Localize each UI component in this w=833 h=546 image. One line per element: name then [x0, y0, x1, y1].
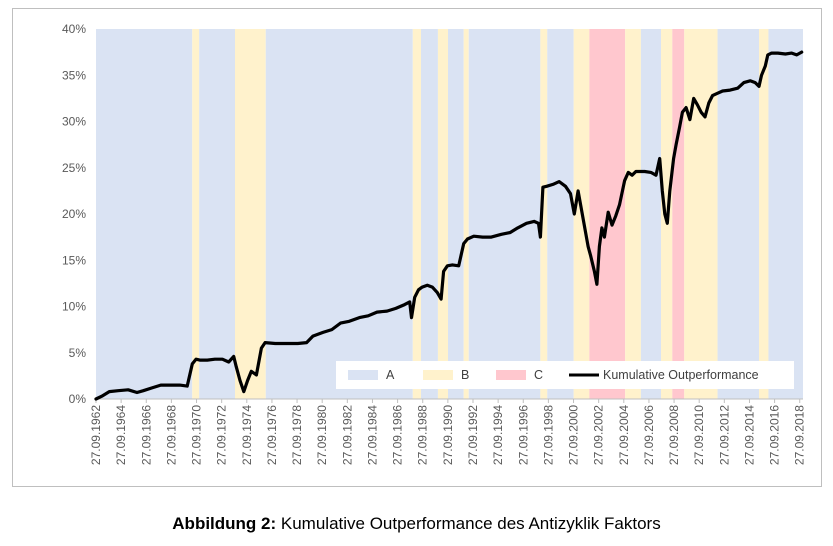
legend-box	[336, 361, 794, 389]
y-tick-label: 5%	[69, 346, 87, 360]
caption-prefix: Abbildung 2:	[172, 514, 277, 533]
legend-label: Kumulative Outperformance	[603, 368, 759, 382]
x-tick-label: 27.09.2014	[742, 405, 756, 465]
cumulative-outperformance-line	[94, 50, 804, 401]
regime-band-a	[468, 29, 541, 399]
regime-band-a	[265, 29, 413, 399]
regime-band-b	[234, 29, 266, 399]
x-tick-label: 27.09.2010	[692, 405, 706, 465]
y-tick-label: 25%	[62, 161, 86, 175]
x-tick-label: 27.09.1972	[215, 405, 229, 465]
regime-band-a	[420, 29, 438, 399]
figure-caption: Abbildung 2: Kumulative Outperformance d…	[0, 514, 833, 534]
x-tick-label: 27.09.1974	[240, 405, 254, 465]
y-tick-label: 10%	[62, 300, 86, 314]
regime-band-b	[684, 29, 718, 399]
regime-band-b	[540, 29, 548, 399]
x-tick-label: 27.09.1962	[89, 405, 103, 465]
regime-bands	[96, 29, 803, 399]
y-tick-label: 15%	[62, 253, 86, 267]
legend-swatch-c	[496, 370, 526, 380]
legend-label: C	[534, 368, 543, 382]
regime-band-b	[192, 29, 200, 399]
y-tick-label: 35%	[62, 68, 86, 82]
x-tick-label: 27.09.1988	[416, 405, 430, 465]
x-tick-label: 27.09.2016	[768, 405, 782, 465]
regime-band-b	[625, 29, 641, 399]
regime-band-a	[640, 29, 661, 399]
legend: A B C Kumulative Outperformance	[336, 361, 794, 389]
x-tick-label: 27.09.2008	[667, 405, 681, 465]
x-tick-label: 27.09.1990	[441, 405, 455, 465]
x-tick-label: 27.09.1996	[516, 405, 530, 465]
x-tick-label: 27.09.1970	[190, 405, 204, 465]
x-tick-label: 27.09.1998	[541, 405, 555, 465]
x-tick-label: 27.09.1978	[290, 405, 304, 465]
y-axis-ticks: 0% 5% 10% 15% 20% 25% 30% 35% 40%	[62, 22, 86, 406]
x-axis-ticks: 27.09.1962 27.09.1964 27.09.1966 27.09.1968…	[89, 399, 807, 465]
legend-label: B	[461, 368, 469, 382]
x-tick-label: 27.09.1984	[365, 405, 379, 465]
x-tick-label: 27.09.2018	[793, 405, 807, 465]
x-tick-label: 27.09.2002	[592, 405, 606, 465]
y-tick-label: 0%	[69, 392, 87, 406]
x-tick-label: 27.09.1992	[466, 405, 480, 465]
x-tick-label: 27.09.2000	[567, 405, 581, 465]
regime-band-a	[447, 29, 464, 399]
outperformance-chart: 0%5%10%15%20%25%30%35%40% 27.09.1962 27.0…	[62, 22, 807, 465]
regime-band-b	[437, 29, 448, 399]
x-tick-label: 27.09.1982	[340, 405, 354, 465]
regime-band-c	[672, 29, 685, 399]
x-tick-label: 27.09.1964	[114, 405, 128, 465]
y-tick-label: 30%	[62, 115, 86, 129]
regime-band-a	[768, 29, 803, 399]
y-tick-label: 40%	[62, 22, 86, 36]
legend-swatch-a	[348, 370, 378, 380]
y-tick-label: 20%	[62, 207, 86, 221]
x-tick-label: 27.09.1986	[391, 405, 405, 465]
regime-band-b	[463, 29, 469, 399]
regime-band-a	[199, 29, 235, 399]
legend-label: A	[386, 368, 395, 382]
x-tick-label: 27.09.2004	[617, 405, 631, 465]
regime-band-a	[717, 29, 760, 399]
x-tick-label: 27.09.2012	[717, 405, 731, 465]
legend-swatch-b	[423, 370, 453, 380]
x-tick-label: 27.09.1980	[315, 405, 329, 465]
x-tick-label: 27.09.2006	[642, 405, 656, 465]
chart-frame: 0% 5% 10% 15% 20% 25% 30% 35% 40% 27.09.1962 27.0…	[12, 8, 822, 487]
regime-band-b	[412, 29, 421, 399]
caption-text: Kumulative Outperformance des Antizyklik…	[276, 514, 661, 533]
regime-band-a	[96, 29, 193, 399]
x-tick-label: 27.09.1968	[164, 405, 178, 465]
regime-band-a	[547, 29, 574, 399]
x-tick-label: 27.09.1966	[139, 405, 153, 465]
regime-band-b	[759, 29, 769, 399]
x-tick-label: 27.09.1976	[265, 405, 279, 465]
x-tick-label: 27.09.1994	[491, 405, 505, 465]
